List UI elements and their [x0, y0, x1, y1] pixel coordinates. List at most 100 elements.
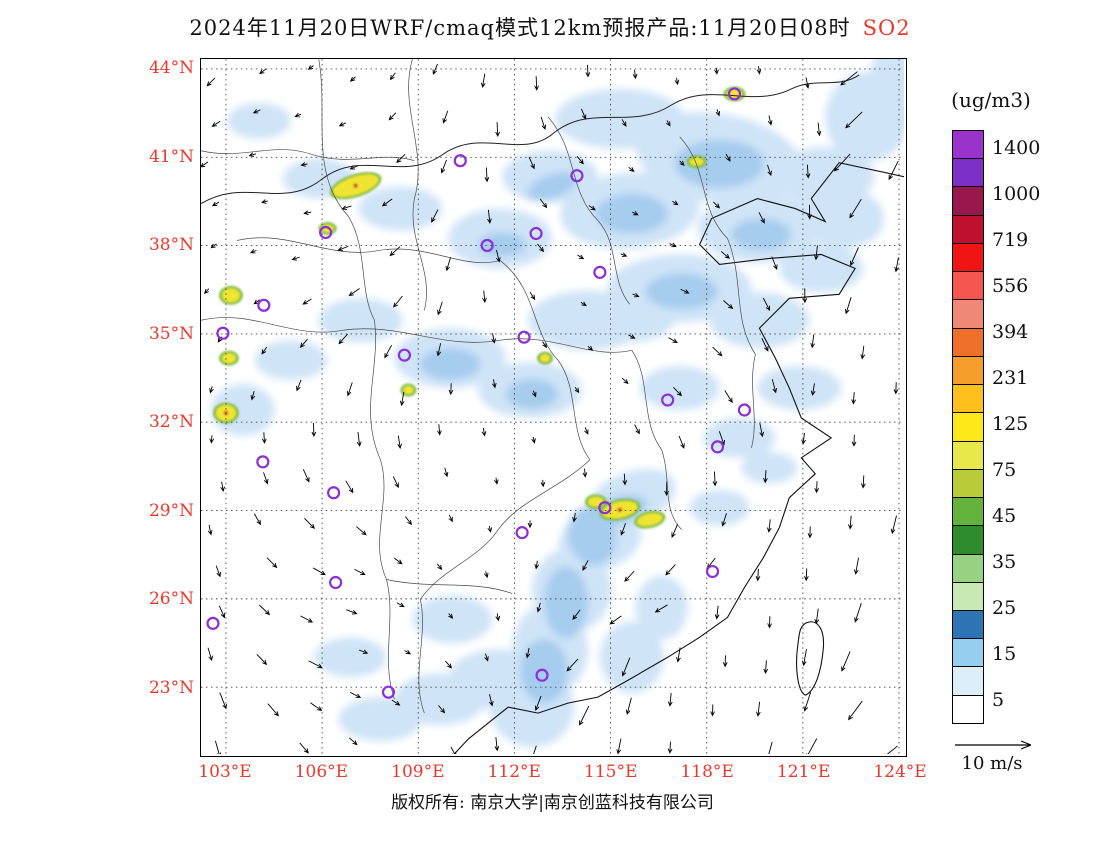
title-text: 2024年11月20日WRF/cmaq模式12km预报产品:11月20日08时: [189, 16, 851, 40]
city-station-marker: [453, 154, 467, 168]
city-station-marker: [705, 564, 720, 579]
lat-label: 41°N: [148, 146, 194, 167]
province-boundary: [631, 349, 682, 530]
so2-patch: [731, 218, 792, 251]
so2-patch: [506, 379, 558, 409]
province-boundary: [370, 320, 395, 700]
so2-patch: [595, 193, 668, 234]
lon-label: 115°E: [584, 762, 638, 782]
colorbar-segment: [953, 131, 983, 159]
colorbar-segment: [953, 355, 983, 385]
colorbar-segment: [953, 553, 983, 582]
so2-patch: [584, 294, 675, 343]
colorbar-segment: [953, 214, 983, 243]
colorbar-segment: [953, 412, 983, 441]
wind-reference-label: 10 m/s: [961, 753, 1023, 774]
city-station-marker: [329, 575, 343, 590]
lon-label: 112°E: [487, 762, 541, 782]
so2-concentration-layer: [210, 59, 904, 748]
colorbar-level-label: 125: [992, 412, 1029, 435]
colorbar-level-label: 1000: [992, 182, 1041, 205]
so2-hotspot-core: [689, 157, 704, 166]
title-pollutant: SO2: [862, 16, 911, 40]
province-boundary: [727, 238, 756, 355]
province-boundary: [420, 459, 591, 600]
colorbar-segment: [953, 299, 983, 328]
lon-label: 103°E: [198, 762, 252, 782]
province-boundary: [418, 599, 425, 714]
wind-vectors: [201, 63, 899, 754]
so2-patch: [741, 451, 798, 484]
lat-label: 23°N: [148, 677, 194, 698]
city-station-marker: [216, 326, 230, 340]
colorbar-segment: [953, 440, 983, 469]
page-title: 2024年11月20日WRF/cmaq模式12km预报产品:11月20日08时 S…: [0, 12, 1100, 42]
colorbar-level-label: 35: [992, 550, 1017, 573]
province-boundary: [201, 317, 632, 353]
city-station-marker: [535, 668, 549, 682]
province-boundary: [236, 237, 501, 263]
colorbar: [952, 130, 984, 724]
lat-label: 38°N: [148, 235, 194, 256]
so2-patch: [709, 292, 810, 349]
city-station-marker: [319, 225, 333, 240]
city-station-marker: [257, 298, 271, 312]
lon-label: 124°E: [873, 762, 927, 782]
lat-label: 44°N: [148, 58, 194, 78]
so2-hotspot-core: [587, 496, 604, 507]
so2-patch: [478, 232, 527, 257]
so2-hotspot-core: [636, 513, 663, 527]
city-station-marker: [661, 393, 675, 407]
wind-arrows-layer: [201, 63, 899, 754]
so2-patch: [544, 566, 588, 639]
city-station-marker: [256, 455, 270, 469]
city-station-marker: [517, 330, 531, 344]
city-station-marker: [515, 526, 529, 540]
colorbar-segment: [953, 525, 983, 554]
so2-hotspot-peak: [617, 507, 622, 512]
colorbar-level-label: 556: [992, 274, 1029, 297]
so2-patch: [639, 366, 720, 410]
so2-patch: [420, 348, 481, 381]
colorbar-level-label: 1400: [992, 136, 1041, 159]
so2-patch: [226, 102, 291, 139]
city-station-marker: [397, 348, 412, 362]
so2-patch: [314, 637, 387, 678]
city-station-marker: [710, 440, 725, 454]
colorbar-segment: [953, 581, 983, 610]
colorbar-segment: [953, 609, 983, 639]
city-station-marker: [593, 265, 607, 279]
lat-label: 35°N: [148, 323, 194, 344]
colorbar-level-label: 231: [992, 366, 1029, 389]
boundaries-layer: [201, 59, 904, 754]
city-station-marker: [598, 501, 612, 515]
so2-patch: [527, 172, 577, 201]
colorbar-level-label: 5: [992, 688, 1005, 711]
colorbar-segment: [953, 638, 983, 667]
colorbar-segment: [953, 327, 983, 356]
colorbar-level-label: 394: [992, 320, 1029, 343]
province-boundary: [318, 59, 375, 321]
lon-label: 109°E: [391, 762, 445, 782]
so2-patch: [779, 244, 864, 293]
copyright: 版权所有: 南京大学|南京创蓝科技有限公司: [391, 793, 714, 813]
lon-label: 106°E: [294, 762, 349, 782]
colorbar-level-label: 45: [992, 504, 1017, 527]
colorbar-segment: [953, 158, 983, 187]
colorbar-segment: [953, 666, 983, 695]
province-boundary: [201, 149, 415, 162]
so2-patch: [338, 697, 423, 742]
city-station-marker: [327, 486, 341, 500]
so2-hotspot-core: [540, 354, 551, 363]
province-boundary: [679, 136, 728, 239]
so2-hotspot-core: [403, 386, 414, 395]
province-boundary: [408, 59, 427, 311]
colorbar-segment: [953, 694, 983, 723]
so2-patch: [635, 575, 688, 640]
so2-patch: [318, 298, 403, 343]
province-boundary: [386, 579, 513, 594]
lat-label: 26°N: [148, 589, 194, 610]
so2-patch: [412, 595, 493, 644]
so2-patch: [599, 621, 664, 694]
national-border-line: [201, 74, 860, 205]
